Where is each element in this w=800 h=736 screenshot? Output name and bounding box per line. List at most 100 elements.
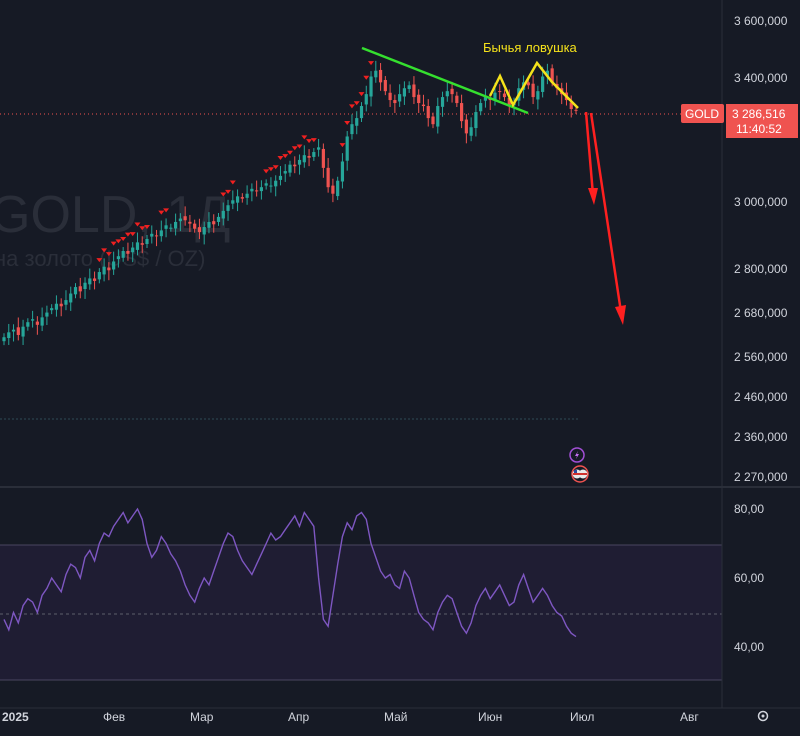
- candle[interactable]: [159, 220, 163, 242]
- candle[interactable]: [112, 251, 116, 275]
- candle[interactable]: [102, 258, 106, 282]
- candle[interactable]: [288, 160, 292, 177]
- candle[interactable]: [536, 85, 540, 110]
- candle[interactable]: [507, 89, 511, 113]
- bull-trap-pattern[interactable]: [488, 60, 579, 109]
- candle[interactable]: [78, 277, 82, 299]
- candle[interactable]: [193, 219, 197, 233]
- candle[interactable]: [50, 304, 54, 315]
- candle[interactable]: [150, 225, 154, 244]
- candle[interactable]: [421, 94, 426, 112]
- candle[interactable]: [7, 323, 11, 345]
- candle[interactable]: [393, 94, 397, 113]
- candle[interactable]: [364, 85, 368, 112]
- candle[interactable]: [226, 199, 230, 221]
- candle[interactable]: [35, 316, 39, 335]
- candle[interactable]: [460, 94, 464, 129]
- candle[interactable]: [207, 212, 211, 234]
- candle[interactable]: [64, 290, 68, 311]
- candle[interactable]: [135, 232, 140, 256]
- candle[interactable]: [212, 214, 216, 233]
- candle[interactable]: [450, 81, 454, 103]
- candle[interactable]: [388, 84, 392, 108]
- candle[interactable]: [240, 193, 244, 203]
- candle[interactable]: [126, 242, 130, 261]
- candle[interactable]: [502, 89, 507, 102]
- candle[interactable]: [255, 180, 259, 197]
- candle[interactable]: [340, 153, 345, 189]
- candle[interactable]: [293, 156, 297, 174]
- candle[interactable]: [336, 176, 340, 201]
- candle[interactable]: [178, 213, 182, 232]
- candle[interactable]: [107, 262, 111, 281]
- candle[interactable]: [264, 179, 268, 190]
- lightning-event-icon[interactable]: [569, 447, 585, 463]
- candle[interactable]: [436, 97, 440, 134]
- candle[interactable]: [11, 324, 16, 342]
- candle[interactable]: [88, 268, 92, 290]
- candle[interactable]: [83, 277, 87, 299]
- candle[interactable]: [197, 218, 202, 240]
- trendline[interactable]: [361, 46, 529, 115]
- candle[interactable]: [69, 286, 73, 311]
- candle[interactable]: [250, 183, 254, 202]
- candle[interactable]: [307, 149, 311, 167]
- candle[interactable]: [140, 236, 144, 254]
- candle[interactable]: [54, 295, 59, 317]
- candle[interactable]: [545, 63, 549, 85]
- candle[interactable]: [326, 158, 330, 193]
- candle[interactable]: [73, 283, 78, 299]
- candle[interactable]: [359, 102, 364, 123]
- candle[interactable]: [317, 138, 321, 157]
- candle[interactable]: [45, 305, 49, 326]
- short-arrow[interactable]: [584, 111, 598, 205]
- candle[interactable]: [145, 234, 149, 248]
- candle[interactable]: [31, 310, 35, 328]
- candle[interactable]: [569, 95, 573, 118]
- candle[interactable]: [121, 247, 125, 262]
- rsi-line[interactable]: [3, 507, 577, 638]
- candle[interactable]: [498, 84, 502, 100]
- candle[interactable]: [278, 166, 283, 186]
- candle[interactable]: [374, 60, 378, 83]
- candle[interactable]: [402, 81, 406, 105]
- candle[interactable]: [464, 114, 468, 144]
- candle[interactable]: [350, 114, 354, 140]
- candle[interactable]: [21, 319, 25, 345]
- candle[interactable]: [174, 213, 178, 236]
- candle[interactable]: [383, 76, 387, 96]
- candle[interactable]: [312, 148, 316, 161]
- candle[interactable]: [202, 221, 206, 245]
- candle[interactable]: [269, 177, 273, 193]
- candle[interactable]: [407, 81, 411, 93]
- candle[interactable]: [259, 180, 263, 200]
- candle[interactable]: [445, 81, 449, 102]
- candle[interactable]: [221, 202, 225, 226]
- candle[interactable]: [455, 91, 459, 108]
- candle[interactable]: [169, 223, 173, 232]
- candle[interactable]: [16, 317, 20, 341]
- last-price-label[interactable]: 3 286,516 11:40:52: [726, 104, 798, 138]
- candle[interactable]: [531, 75, 535, 105]
- candle[interactable]: [412, 76, 416, 105]
- candle[interactable]: [231, 190, 235, 210]
- candle[interactable]: [216, 212, 221, 226]
- price-axis[interactable]: 3 600,000 3 400,000 3 000,000 2 800,000 …: [734, 14, 788, 484]
- candle[interactable]: [283, 164, 287, 182]
- candle[interactable]: [235, 189, 240, 212]
- candle[interactable]: [302, 145, 306, 168]
- long-short-arrow[interactable]: [589, 112, 626, 325]
- candles[interactable]: [2, 60, 578, 346]
- candle[interactable]: [426, 99, 430, 127]
- candle[interactable]: [355, 111, 359, 135]
- candle[interactable]: [2, 333, 6, 346]
- candle[interactable]: [59, 298, 63, 317]
- candle[interactable]: [164, 218, 168, 238]
- candle[interactable]: [245, 185, 249, 205]
- candle[interactable]: [321, 143, 325, 178]
- candle[interactable]: [440, 91, 445, 117]
- candle[interactable]: [398, 84, 402, 107]
- us-flag-event-icon[interactable]: [571, 465, 589, 483]
- candle[interactable]: [40, 307, 44, 332]
